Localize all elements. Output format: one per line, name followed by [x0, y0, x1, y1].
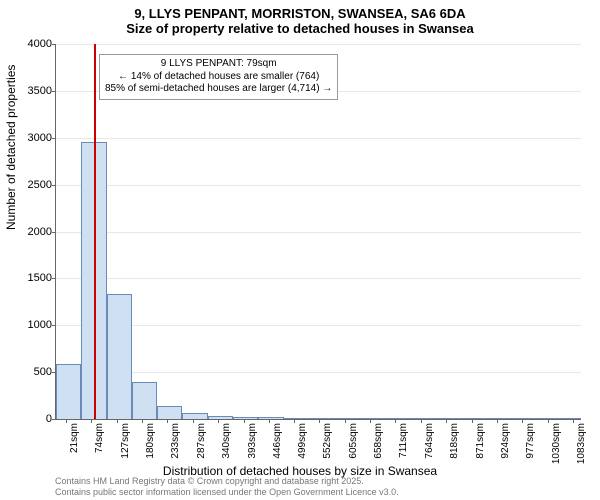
- x-tick-mark: [421, 419, 422, 423]
- y-gridline: [56, 372, 581, 373]
- x-tick-mark: [522, 419, 523, 423]
- annotation-line-1: 9 LLYS PENPANT: 79sqm: [105, 58, 332, 71]
- x-tick-label: 340sqm: [221, 423, 232, 459]
- y-tick-label: 3500: [28, 85, 56, 97]
- x-tick-mark: [91, 419, 92, 423]
- x-tick-label: 446sqm: [272, 423, 283, 459]
- y-axis-label: Number of detached properties: [4, 65, 18, 230]
- x-tick-label: 499sqm: [297, 423, 308, 459]
- x-tick-mark: [117, 419, 118, 423]
- histogram-bar: [537, 418, 562, 419]
- y-tick-label: 4000: [28, 38, 56, 50]
- reference-line: [94, 44, 96, 419]
- x-tick-mark: [548, 419, 549, 423]
- y-gridline: [56, 278, 581, 279]
- x-tick-mark: [142, 419, 143, 423]
- x-tick-label: 74sqm: [94, 423, 105, 453]
- x-tick-label: 21sqm: [69, 423, 80, 453]
- x-tick-label: 1030sqm: [551, 423, 562, 464]
- x-tick-label: 871sqm: [475, 423, 486, 459]
- annotation-box: 9 LLYS PENPANT: 79sqm ← 14% of detached …: [99, 54, 338, 100]
- y-gridline: [56, 232, 581, 233]
- histogram-bar: [258, 417, 283, 419]
- histogram-bar: [385, 418, 410, 419]
- x-tick-mark: [319, 419, 320, 423]
- x-tick-label: 393sqm: [247, 423, 258, 459]
- x-tick-mark: [345, 419, 346, 423]
- y-gridline: [56, 185, 581, 186]
- histogram-bar: [486, 418, 511, 419]
- x-tick-label: 127sqm: [120, 423, 131, 459]
- x-tick-label: 977sqm: [525, 423, 536, 459]
- histogram-bar: [107, 294, 132, 419]
- y-gridline: [56, 138, 581, 139]
- x-tick-mark: [395, 419, 396, 423]
- plot-area: 0500100015002000250030003500400021sqm74s…: [55, 44, 581, 420]
- histogram-bar: [208, 416, 233, 419]
- histogram-bar: [56, 364, 81, 419]
- x-tick-label: 711sqm: [398, 423, 409, 458]
- histogram-bar: [360, 418, 385, 419]
- histogram-bar: [233, 417, 258, 419]
- annotation-line-3: 85% of semi-detached houses are larger (…: [105, 83, 332, 96]
- x-tick-label: 180sqm: [145, 423, 156, 459]
- x-tick-mark: [472, 419, 473, 423]
- y-tick-label: 2500: [28, 179, 56, 191]
- title-line-2: Size of property relative to detached ho…: [0, 21, 600, 36]
- histogram-bar: [562, 418, 581, 419]
- x-tick-mark: [193, 419, 194, 423]
- x-tick-mark: [446, 419, 447, 423]
- x-tick-label: 764sqm: [424, 423, 435, 459]
- x-tick-label: 1083sqm: [576, 423, 587, 464]
- x-tick-mark: [497, 419, 498, 423]
- x-tick-mark: [370, 419, 371, 423]
- x-tick-mark: [244, 419, 245, 423]
- x-tick-mark: [269, 419, 270, 423]
- y-tick-label: 500: [34, 366, 56, 378]
- x-tick-mark: [294, 419, 295, 423]
- footer-attribution: Contains HM Land Registry data © Crown c…: [55, 476, 399, 498]
- y-tick-label: 2000: [28, 226, 56, 238]
- histogram-bar: [461, 418, 486, 419]
- histogram-bar: [410, 418, 435, 419]
- histogram-bar: [182, 413, 207, 419]
- histogram-bar: [284, 418, 309, 419]
- histogram-bar: [132, 382, 157, 420]
- footer-line-2: Contains public sector information licen…: [55, 487, 399, 498]
- y-gridline: [56, 325, 581, 326]
- chart-title: 9, LLYS PENPANT, MORRISTON, SWANSEA, SA6…: [0, 0, 600, 36]
- x-tick-label: 924sqm: [500, 423, 511, 459]
- y-tick-label: 3000: [28, 132, 56, 144]
- x-tick-mark: [218, 419, 219, 423]
- annotation-line-2: ← 14% of detached houses are smaller (76…: [105, 71, 332, 84]
- title-line-1: 9, LLYS PENPANT, MORRISTON, SWANSEA, SA6…: [0, 6, 600, 21]
- histogram-bar: [511, 418, 536, 419]
- histogram-bar: [435, 418, 460, 419]
- x-tick-mark: [66, 419, 67, 423]
- y-gridline: [56, 44, 581, 45]
- histogram-bar: [309, 418, 334, 419]
- y-tick-label: 1500: [28, 272, 56, 284]
- x-tick-mark: [573, 419, 574, 423]
- y-tick-label: 0: [46, 413, 56, 425]
- x-tick-label: 818sqm: [449, 423, 460, 459]
- x-tick-label: 658sqm: [373, 423, 384, 459]
- chart-container: 9, LLYS PENPANT, MORRISTON, SWANSEA, SA6…: [0, 0, 600, 500]
- x-tick-mark: [167, 419, 168, 423]
- histogram-bar: [334, 418, 359, 419]
- x-tick-label: 605sqm: [348, 423, 359, 459]
- x-tick-label: 233sqm: [170, 423, 181, 459]
- x-tick-label: 287sqm: [196, 423, 207, 459]
- x-tick-label: 552sqm: [322, 423, 333, 459]
- y-tick-label: 1000: [28, 319, 56, 331]
- footer-line-1: Contains HM Land Registry data © Crown c…: [55, 476, 399, 487]
- histogram-bar: [157, 406, 182, 419]
